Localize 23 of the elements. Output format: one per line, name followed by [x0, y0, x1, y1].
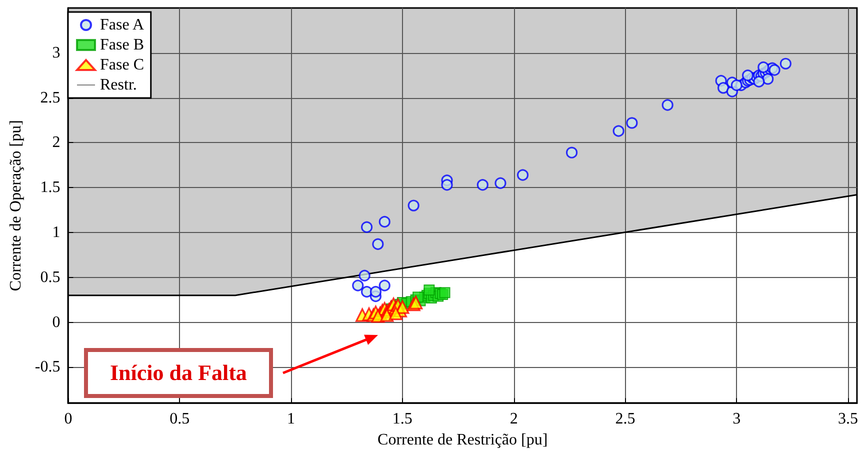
legend-label: Restr. — [100, 76, 137, 94]
y-tick-label: 2.5 — [40, 89, 60, 106]
y-tick-label: 3 — [52, 44, 60, 62]
x-tick-label: 0 — [64, 410, 72, 428]
y-tick-label: 0.5 — [40, 268, 60, 286]
x-tick-label: 1.5 — [392, 410, 412, 428]
x-tick-label: 3.5 — [838, 410, 858, 428]
legend-label: Fase B — [100, 36, 144, 54]
x-axis-title: Corrente de Restrição [pu] — [378, 432, 548, 448]
y-tick-label: -0.5 — [34, 358, 60, 376]
y-tick-label: 2 — [52, 134, 60, 152]
y-tick-label: 1.5 — [40, 179, 60, 196]
x-tick-label: 0.5 — [170, 410, 190, 428]
y-tick-label: 1 — [52, 224, 60, 241]
x-tick-label: 2 — [510, 410, 518, 428]
annotation: Início da Falta — [84, 348, 273, 398]
x-tick-label: 2.5 — [615, 410, 636, 428]
legend-label: Fase A — [100, 16, 144, 34]
legend-label: Fase C — [100, 56, 144, 74]
y-axis-title: Corrente de Operação [pu] — [8, 120, 24, 292]
y-tick-label: 0 — [52, 314, 60, 331]
x-tick-label: 3 — [732, 410, 741, 428]
x-tick-label: 1 — [287, 410, 296, 428]
